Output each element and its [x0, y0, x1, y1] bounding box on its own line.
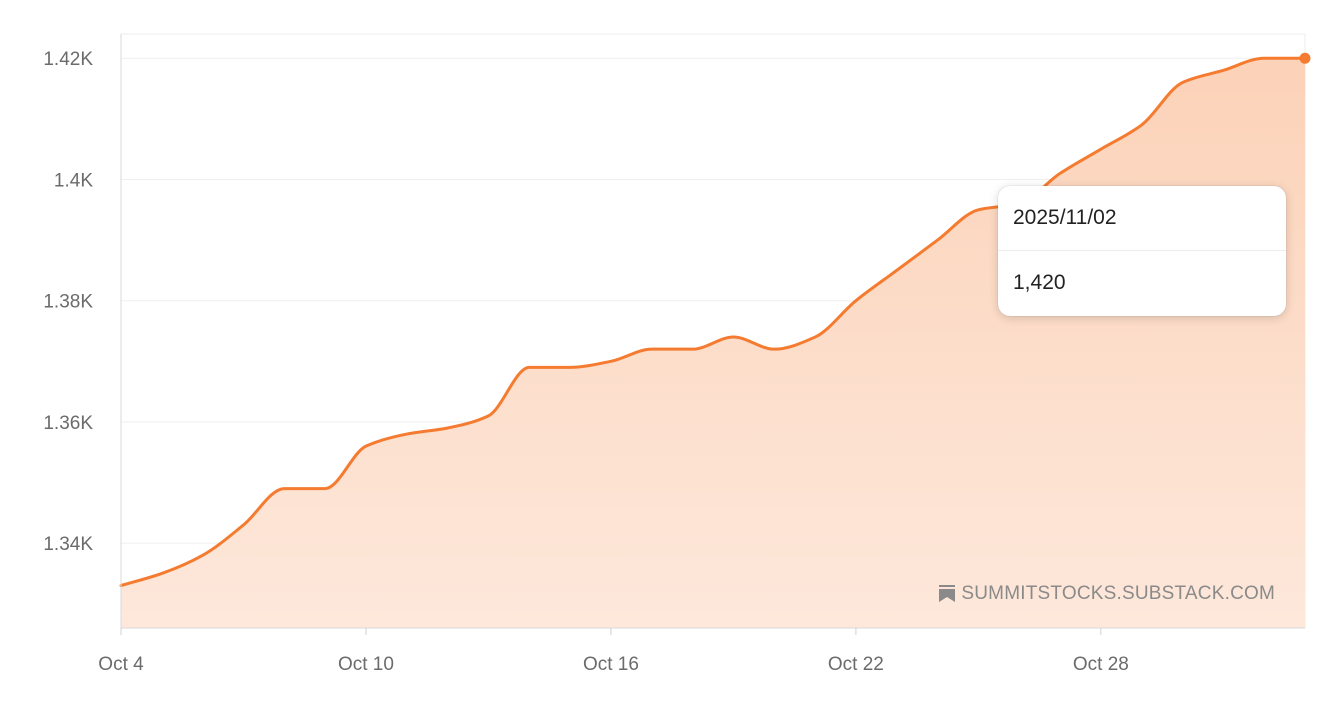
x-tick-label: Oct 22: [828, 654, 884, 675]
x-tick-label: Oct 16: [583, 654, 639, 675]
y-tick-label: 1.4K: [54, 170, 93, 191]
x-tick-label: Oct 4: [98, 654, 144, 675]
y-tick-label: 1.36K: [43, 413, 93, 434]
bookmark-icon: [939, 585, 955, 602]
watermark-text: SUMMITSTOCKS.SUBSTACK.COM: [961, 583, 1275, 604]
x-tick-label: Oct 10: [338, 654, 394, 675]
tooltip-value: 1,420: [1013, 271, 1066, 294]
y-tick-labels: 1.34K 1.36K 1.38K 1.4K 1.42K: [43, 49, 93, 555]
y-tick-label: 1.38K: [43, 292, 93, 313]
last-point-marker[interactable]: [1299, 52, 1311, 64]
y-tick-label: 1.34K: [43, 534, 93, 555]
tooltip: 2025/11/02 1,420: [998, 186, 1286, 316]
x-ticks: Oct 4 Oct 10 Oct 16 Oct 22 Oct 28: [98, 628, 1129, 675]
tooltip-date: 2025/11/02: [1013, 206, 1117, 229]
tooltip-divider: [998, 250, 1286, 251]
y-tick-label: 1.42K: [43, 49, 93, 70]
watermark: [939, 585, 955, 602]
series-line: [119, 56, 1307, 588]
x-tick-label: Oct 28: [1073, 654, 1129, 675]
